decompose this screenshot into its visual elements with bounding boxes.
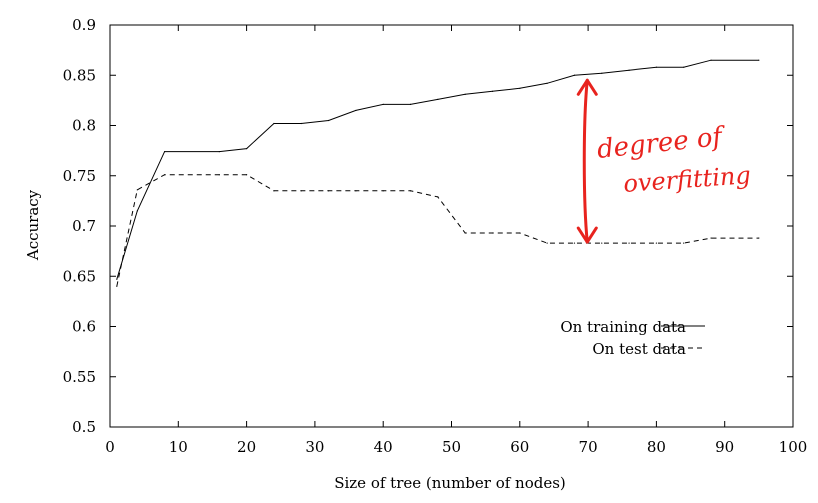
test-point [116,285,118,287]
training-point [218,151,220,153]
test-point [491,232,494,234]
y-tick-label: 0.6 [72,318,96,336]
test-point [546,242,548,244]
y-tick-label: 0.65 [63,267,96,285]
y-tick-label: 0.7 [72,217,96,235]
training-point [136,210,138,212]
y-tick-label: 0.8 [72,117,96,135]
x-tick-label: 20 [237,438,256,456]
x-tick-label: 70 [579,438,598,456]
x-tick-label: 0 [105,438,115,456]
training-point [273,122,275,125]
training-point [246,148,248,150]
test-point [655,242,658,244]
test-point [355,190,357,192]
training-point [464,93,466,95]
test-point [573,242,576,244]
y-axis-title: Accuracy [24,189,42,261]
test-point [382,190,384,192]
test-point [758,237,760,239]
training-point [519,87,521,89]
x-tick-label: 80 [647,438,666,456]
test-point [601,242,603,244]
training-point [355,109,357,112]
training-point [327,119,330,122]
training-point [116,278,118,280]
annotation-text-line1: degree of [596,122,728,165]
y-tick-label: 0.85 [63,66,96,84]
y-tick-label: 0.75 [63,167,96,185]
legend: On training data On test data [560,318,705,358]
test-point [273,190,275,192]
training-point [491,90,494,92]
test-point [136,189,138,191]
annotation-arrow-shaft [582,78,589,244]
annotation-arrowhead-down [576,226,598,244]
test-point [519,232,521,234]
x-tick-label: 60 [510,438,529,456]
test-point [683,242,685,244]
axes: 0 10 20 30 40 50 60 70 80 90 100 0.5 0.55 0.6 0.65 0.7 0… [63,16,808,456]
series-layer [116,59,760,287]
annotation-arrowhead-up [576,78,598,96]
training-point [164,151,166,153]
test-point [628,242,630,244]
x-tick-label: 10 [169,438,188,456]
x-tick-label: 100 [779,438,808,456]
test-point [409,190,412,192]
training-point [437,98,439,100]
training-point [655,66,658,68]
training-point [409,103,412,105]
test-point [218,174,220,176]
test-point [246,174,248,176]
x-tick-label: 90 [715,438,734,456]
x-tick-label: 30 [305,438,324,456]
x-tick-label: 40 [374,438,393,456]
training-point [710,59,712,61]
test-point [300,190,302,192]
training-point [758,59,760,61]
test-point [464,232,466,234]
x-tick-label: 50 [442,438,461,456]
training-point [300,122,302,125]
legend-label-test: On test data [592,340,686,358]
training-point [546,82,548,84]
legend-label-training: On training data [560,318,686,336]
test-point [437,196,439,198]
training-point [601,72,603,74]
annotation-text-line2: overfitting [622,161,751,198]
training-point [683,66,685,68]
training-point [382,103,384,105]
x-axis-title: Size of tree (number of nodes) [334,474,566,492]
y-tick-label: 0.55 [63,368,96,386]
training-point [573,74,576,76]
y-tick-label: 0.5 [72,418,96,436]
test-point [327,190,330,192]
test-point [710,237,712,239]
y-tick-label: 0.9 [72,16,96,34]
training-point [628,69,630,71]
plot-frame [109,24,794,428]
test-point [164,174,166,176]
